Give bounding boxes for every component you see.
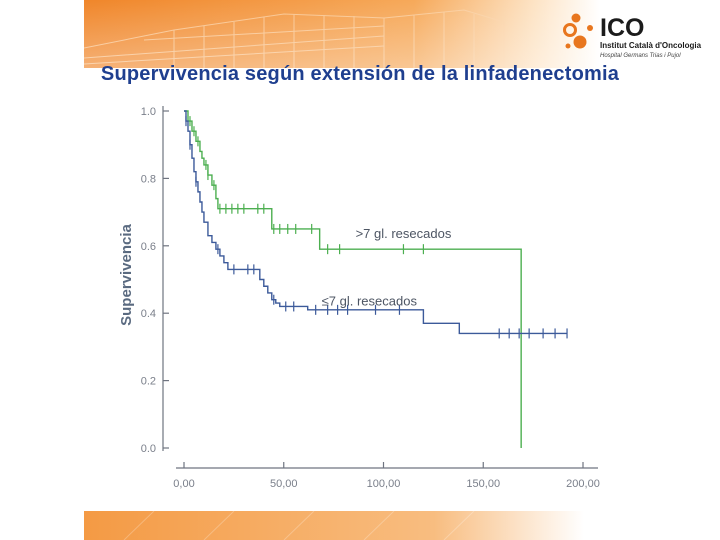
ico-logo-mark — [563, 13, 593, 49]
y-tick-label: 0.0 — [141, 443, 156, 455]
footer-band — [84, 511, 584, 540]
y-tick-label: 0.8 — [141, 173, 156, 185]
x-tick-label: 150,00 — [466, 478, 500, 490]
y-tick-label: 0.2 — [141, 376, 156, 388]
y-tick-label: 0.4 — [141, 308, 156, 320]
x-tick-label: 50,00 — [270, 478, 298, 490]
series-line — [184, 110, 568, 335]
series-annotation: ≤7 gl. resecados — [322, 293, 418, 308]
series-le7 — [184, 110, 568, 339]
x-tick-label: 0,00 — [173, 478, 194, 490]
page-title: Supervivencia según extensión de la linf… — [100, 63, 620, 85]
chart-series — [184, 110, 568, 448]
y-tick-label: 0.6 — [141, 241, 156, 253]
y-axis-label: Supervivencia — [118, 223, 135, 325]
x-tick-label: 100,00 — [367, 478, 401, 490]
logo-line2: Hospital Germans Trias i Pujol — [600, 53, 681, 59]
logo-name: ICO — [600, 14, 644, 42]
series-line — [184, 110, 522, 448]
header-banner — [84, 0, 684, 68]
chart-annotations: >7 gl. resecados ≤7 gl. resecados — [322, 226, 452, 308]
series-gt7 — [184, 110, 522, 448]
x-tick-label: 200,00 — [566, 478, 600, 490]
ico-logo: ICO Institut Català d'Oncologia Hospital… — [563, 13, 702, 59]
y-tick-label: 1.0 — [141, 106, 156, 118]
chart-axes: 0.0 0.2 0.4 0.6 0.8 1.0 0,00 50,00 100,00 150,00 2… — [141, 106, 600, 490]
logo-line1: Institut Català d'Oncologia — [600, 41, 702, 50]
series-annotation: >7 gl. resecados — [356, 226, 452, 241]
